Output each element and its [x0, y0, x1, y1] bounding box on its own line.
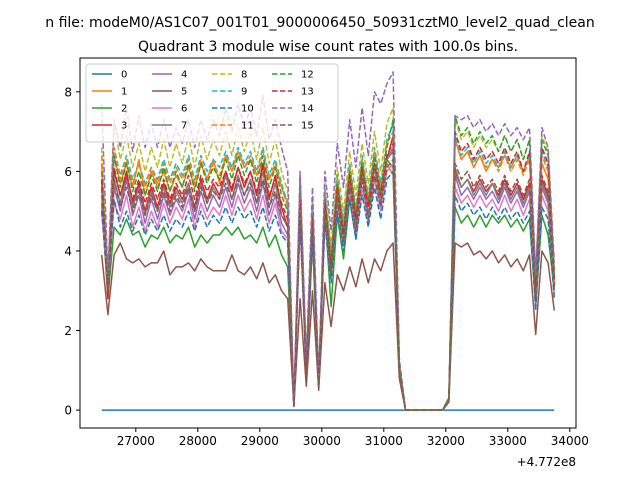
y-axis-ticks: 0 2 4 6 8	[64, 85, 80, 418]
legend-label-13: 13	[301, 87, 314, 98]
series-line-9	[100, 122, 556, 411]
plot-lines	[100, 71, 556, 411]
legend-label-6: 6	[181, 104, 187, 115]
y-tick-label: 6	[64, 165, 72, 179]
legend-label-8: 8	[241, 70, 247, 81]
legend-label-3: 3	[121, 121, 127, 132]
legend-label-15: 15	[301, 121, 314, 132]
x-tick-label: 28000	[179, 434, 217, 448]
y-tick-label: 8	[64, 85, 72, 99]
x-tick-label: 30000	[303, 434, 341, 448]
x-tick-label: 31000	[365, 434, 403, 448]
series-line-15	[100, 158, 556, 411]
y-tick-label: 4	[64, 244, 72, 258]
figure-suptitle: n file: modeM0/AS1C07_001T01_9000006450_…	[45, 15, 594, 31]
x-tick-label: 33000	[489, 434, 527, 448]
series-line-5	[100, 242, 556, 411]
legend-label-0: 0	[121, 70, 127, 81]
legend-label-10: 10	[241, 104, 254, 115]
legend-label-1: 1	[121, 87, 127, 98]
series-line-14	[100, 71, 556, 411]
legend-box	[85, 63, 339, 143]
legend-label-14: 14	[301, 104, 314, 115]
legend-label-9: 9	[241, 87, 247, 98]
chart-title: Quadrant 3 module wise count rates with …	[138, 39, 518, 55]
plot-frame	[79, 57, 577, 429]
series-line-8	[100, 106, 556, 411]
y-tick-label: 2	[64, 324, 72, 338]
legend-label-11: 11	[241, 121, 254, 132]
legend-label-2: 2	[121, 104, 127, 115]
x-tick-label: 32000	[427, 434, 465, 448]
x-tick-label: 29000	[241, 434, 279, 448]
x-tick-label: 34000	[551, 434, 589, 448]
legend-label-5: 5	[181, 87, 187, 98]
y-tick-label: 0	[64, 404, 72, 418]
legend-label-4: 4	[181, 70, 187, 81]
x-tick-label: 27000	[117, 434, 155, 448]
legend-label-7: 7	[181, 121, 187, 132]
series-line-13	[100, 130, 556, 411]
legend-label-12: 12	[301, 70, 314, 81]
x-axis-ticks: 27000 28000 29000 30000 31000 32000 33000 34000	[117, 428, 589, 448]
series-line-10	[100, 170, 556, 411]
x-axis-offset-label: +4.772e8	[517, 455, 576, 469]
